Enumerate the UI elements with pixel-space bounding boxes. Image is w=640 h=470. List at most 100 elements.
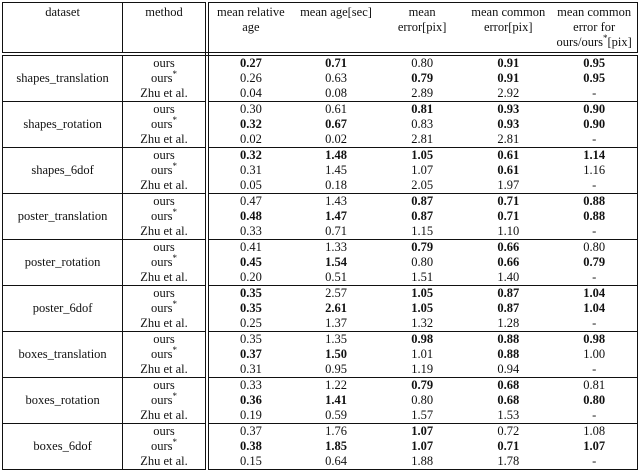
superscript-star: * [172, 252, 178, 263]
value-cell: 0.87 [465, 285, 552, 301]
value-cell: 2.61 [325, 301, 347, 315]
value-cell: 0.87 [497, 301, 520, 315]
method-cell: ours* [122, 161, 209, 178]
table-row: Zhu et al. 0.25 1.37 1.32 1.28 - [3, 316, 638, 332]
table-row: ours* 0.36 1.41 0.80 0.68 0.80 [3, 390, 638, 408]
value-cell: 0.91 [497, 71, 520, 85]
value-cell: - [592, 408, 597, 422]
value-cell: 0.90 [583, 117, 606, 131]
value-cell: 0.71 [325, 224, 347, 238]
table-row: boxes_translation ours 0.35 1.35 0.98 0.88 0.9… [2, 331, 638, 378]
value-cell: 0.31 [239, 362, 262, 376]
value-cell: 0.02 [325, 132, 347, 146]
value-cell: 1.28 [497, 316, 520, 330]
method-cell: ours [122, 377, 209, 393]
value-cell: 0.35 [206, 331, 293, 347]
value-cell: 0.95 [551, 53, 638, 71]
superscript-star: * [172, 206, 178, 217]
value-cell: 1.51 [411, 270, 434, 284]
value-cell: 0.87 [379, 193, 466, 209]
table-row: shapes_rotation ours 0.30 0.61 0.81 0.93 0.90 [2, 101, 638, 148]
value-cell: 0.27 [206, 53, 293, 71]
table-header: dataset method mean relative age mean age[se… [2, 2, 638, 56]
value-cell: 1.57 [411, 408, 434, 422]
value-cell: 0.79 [583, 255, 606, 269]
method-cell: Zhu et al. [122, 270, 209, 286]
table-row: ours* 0.35 2.61 1.05 0.87 1.04 [3, 298, 638, 316]
value-cell: 0.61 [465, 147, 552, 163]
method-cell: ours [122, 285, 209, 301]
method-cell: Zhu et al. [122, 178, 209, 194]
value-cell: 0.32 [239, 117, 262, 131]
value-cell: 0.37 [239, 347, 262, 361]
value-cell: 1.88 [411, 454, 434, 468]
value-cell: 0.88 [497, 347, 520, 361]
value-cell: 0.32 [206, 147, 293, 163]
value-cell: - [592, 132, 597, 146]
method-cell: ours* [122, 115, 209, 132]
method-cell: ours* [122, 436, 209, 454]
table-row: poster_translation ours 0.47 1.43 0.87 0.71 0.… [2, 193, 638, 240]
value-cell: 0.37 [206, 423, 293, 439]
value-cell: 2.81 [411, 132, 434, 146]
value-cell: 1.01 [411, 347, 434, 361]
value-cell: 0.08 [325, 86, 347, 100]
dataset-cell-poster_6dof: poster_6dof [2, 285, 124, 332]
value-cell: 0.02 [239, 132, 262, 146]
value-cell: 0.71 [465, 193, 552, 209]
dataset-cell-poster_translation: poster_translation [2, 193, 124, 240]
value-cell: 1.54 [325, 255, 347, 269]
value-cell: - [592, 362, 597, 376]
value-cell: 1.35 [292, 331, 380, 347]
value-cell: 0.66 [497, 255, 520, 269]
value-cell: - [592, 86, 597, 100]
value-cell: 0.36 [239, 393, 262, 407]
value-cell: 1.15 [411, 224, 434, 238]
value-cell: 1.48 [292, 147, 380, 163]
value-cell: 1.76 [292, 423, 380, 439]
value-cell: 0.26 [239, 71, 262, 85]
table-row: ours* 0.32 0.67 0.83 0.93 0.90 [3, 115, 638, 132]
table-row: poster_rotation ours 0.41 1.33 0.79 0.66 0.80 [2, 239, 638, 286]
table-row: ours* 0.38 1.85 1.07 0.71 1.07 [3, 436, 638, 454]
value-cell: 1.08 [551, 423, 638, 439]
col-header-mean-relative-age: mean relative age [206, 2, 293, 56]
col-header-method: method [122, 2, 209, 56]
dataset-cell-boxes_rotation: boxes_rotation [2, 377, 124, 424]
table-row: Zhu et al. 0.19 0.59 1.57 1.53 - [3, 408, 638, 424]
value-cell: 0.48 [239, 209, 262, 223]
value-cell: 0.98 [379, 331, 466, 347]
value-cell: 1.07 [379, 423, 466, 439]
value-cell: 1.45 [325, 163, 347, 177]
method-cell: Zhu et al. [122, 316, 209, 332]
col-header-mean-error-pix: mean error[pix] [379, 2, 466, 56]
method-cell: Zhu et al. [122, 224, 209, 240]
value-cell: 0.83 [411, 117, 434, 131]
value-cell: 1.53 [497, 408, 520, 422]
superscript-star: * [172, 298, 178, 309]
value-cell: 1.07 [411, 439, 434, 453]
value-cell: 0.47 [206, 193, 293, 209]
superscript-star: * [172, 390, 178, 401]
value-cell: 0.79 [379, 239, 466, 255]
value-cell: 2.92 [497, 86, 520, 100]
value-cell: 1.07 [411, 163, 434, 177]
table-row: boxes_rotation ours 0.33 1.22 0.79 0.68 0.81 [2, 377, 638, 424]
value-cell: 0.38 [239, 439, 262, 453]
value-cell: 0.87 [411, 209, 434, 223]
superscript-star: * [172, 436, 178, 447]
value-cell: 1.14 [551, 147, 638, 163]
value-cell: 2.57 [292, 285, 380, 301]
value-cell: 0.80 [583, 393, 606, 407]
value-cell: 0.66 [465, 239, 552, 255]
value-cell: 1.22 [292, 377, 380, 393]
value-cell: 0.71 [497, 209, 520, 223]
table-row: Zhu et al. 0.02 0.02 2.81 2.81 - [3, 132, 638, 148]
value-cell: 0.61 [292, 101, 380, 117]
value-cell: 0.19 [239, 408, 262, 422]
value-cell: 0.30 [206, 101, 293, 117]
method-cell: ours [122, 147, 209, 163]
method-cell: ours [122, 53, 209, 71]
method-cell: ours* [122, 252, 209, 270]
